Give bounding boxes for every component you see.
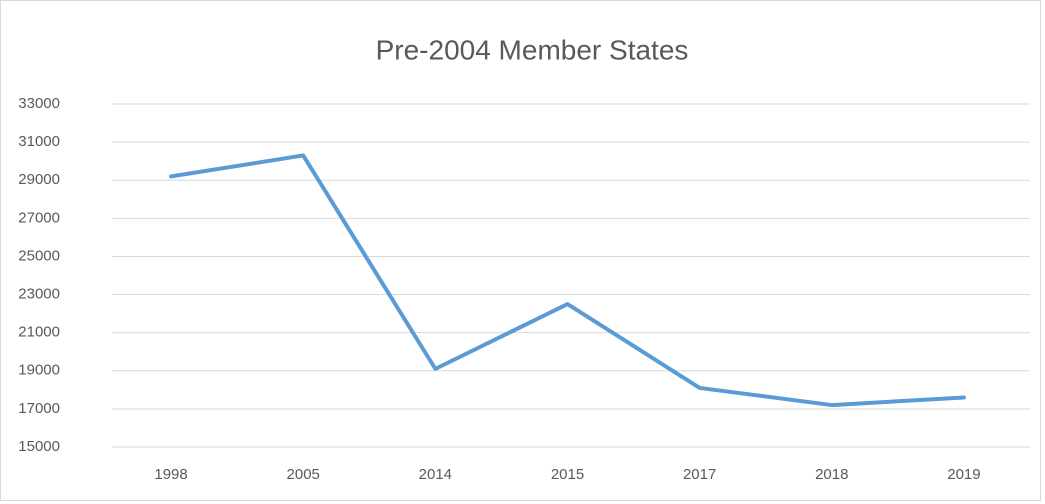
x-tick-label: 2019 bbox=[947, 466, 980, 483]
x-tick-label: 2005 bbox=[287, 466, 320, 483]
y-tick-label: 19000 bbox=[18, 362, 60, 379]
y-tick-label: 25000 bbox=[18, 247, 60, 264]
y-tick-label: 15000 bbox=[18, 438, 60, 455]
x-tick-label: 1998 bbox=[154, 466, 187, 483]
y-tick-label: 23000 bbox=[18, 286, 60, 303]
x-tick-label: 2015 bbox=[551, 466, 584, 483]
x-tick-label: 2017 bbox=[683, 466, 716, 483]
chart-title: Pre-2004 Member States bbox=[376, 34, 689, 65]
y-tick-label: 27000 bbox=[18, 209, 60, 226]
y-tick-label: 29000 bbox=[18, 171, 60, 188]
y-tick-label: 21000 bbox=[18, 324, 60, 341]
y-tick-label: 33000 bbox=[18, 95, 60, 112]
y-tick-label: 17000 bbox=[18, 400, 60, 417]
x-tick-label: 2018 bbox=[815, 466, 848, 483]
y-tick-label: 31000 bbox=[18, 133, 60, 150]
x-tick-label: 2014 bbox=[419, 466, 452, 483]
data-line bbox=[169, 153, 966, 408]
